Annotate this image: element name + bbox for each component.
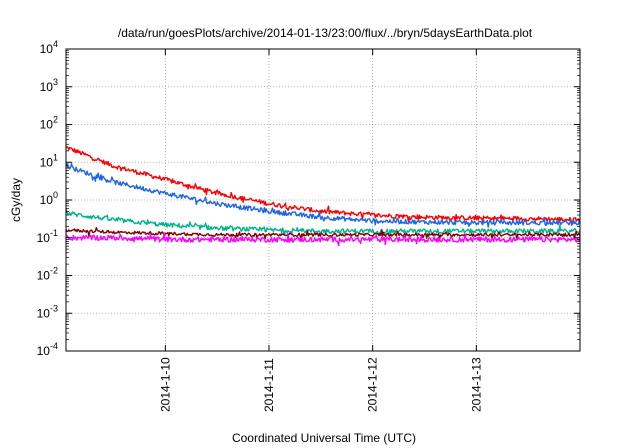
- series-line-2: [65, 163, 581, 228]
- y-tick-label: 101: [40, 152, 58, 169]
- x-axis-label: Coordinated Universal Time (UTC): [232, 431, 416, 445]
- series-group: [65, 145, 581, 247]
- y-tick-label: 100: [40, 190, 58, 207]
- x-tick-label: 2014-1-10: [158, 357, 172, 412]
- y-tick-label: 103: [40, 77, 58, 94]
- series-line-3: [65, 208, 581, 237]
- y-tick-label: 10-2: [37, 266, 58, 283]
- series-line-1: [65, 145, 581, 226]
- series-line-4: [65, 227, 581, 241]
- chart-title: /data/run/goesPlots/archive/2014-01-13/2…: [118, 26, 533, 40]
- y-tick-label: 10-4: [37, 341, 58, 358]
- y-tick-label: 10-3: [37, 303, 58, 320]
- y-tick-label: 102: [40, 115, 58, 132]
- plot-frame: [65, 48, 581, 352]
- x-axis: 2014-1-10 2014-1-11 2014-1-12 2014-1-13: [158, 49, 483, 412]
- y-tick-label: 104: [40, 39, 58, 56]
- x-tick-label: 2014-1-12: [366, 357, 380, 412]
- x-tick-label: 2014-1-11: [262, 358, 276, 412]
- x-tick-label: 2014-1-13: [469, 357, 483, 412]
- y-tick-label: 10-1: [37, 228, 58, 245]
- series-line-5: [65, 232, 581, 247]
- grid-lines: [66, 49, 580, 351]
- y-axis-label: cGy/day: [9, 178, 23, 222]
